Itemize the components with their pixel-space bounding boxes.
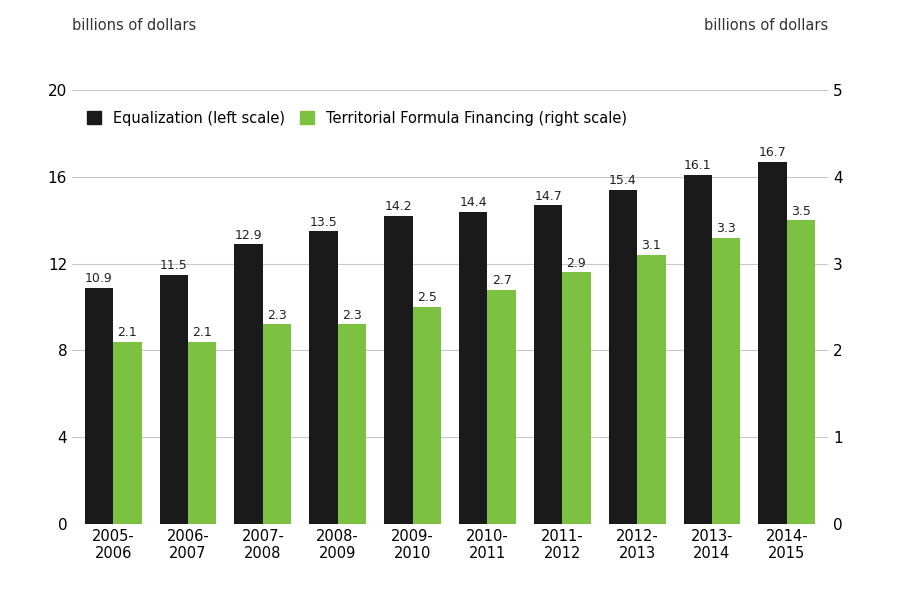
Bar: [234, 244, 263, 524]
Bar: [488, 290, 516, 524]
Text: billions of dollars: billions of dollars: [704, 18, 828, 33]
Text: 3.1: 3.1: [642, 240, 662, 252]
Text: 16.1: 16.1: [684, 159, 712, 172]
Bar: [412, 307, 441, 524]
Text: 15.4: 15.4: [609, 175, 637, 187]
Bar: [637, 255, 666, 524]
Text: 2.1: 2.1: [118, 326, 138, 339]
Bar: [562, 272, 590, 524]
Text: billions of dollars: billions of dollars: [72, 18, 196, 33]
Text: 2.1: 2.1: [193, 326, 212, 339]
Text: 2.3: 2.3: [267, 309, 287, 321]
Text: 2.9: 2.9: [567, 256, 587, 270]
Bar: [263, 324, 292, 524]
Text: 2.7: 2.7: [491, 274, 511, 287]
Text: 14.7: 14.7: [535, 190, 562, 202]
Bar: [338, 324, 366, 524]
Bar: [759, 162, 787, 524]
Text: 10.9: 10.9: [86, 272, 112, 285]
Text: 16.7: 16.7: [759, 146, 787, 159]
Bar: [712, 238, 741, 524]
Text: 12.9: 12.9: [235, 229, 263, 241]
Bar: [384, 216, 412, 524]
Bar: [683, 175, 712, 524]
Text: 2.5: 2.5: [417, 291, 436, 305]
Bar: [85, 288, 113, 524]
Bar: [608, 190, 637, 524]
Bar: [310, 231, 338, 524]
Text: 13.5: 13.5: [310, 216, 338, 229]
Text: 14.2: 14.2: [384, 200, 412, 213]
Bar: [787, 220, 815, 524]
Text: 2.3: 2.3: [342, 309, 362, 321]
Bar: [188, 342, 217, 524]
Text: 3.3: 3.3: [716, 222, 736, 235]
Bar: [159, 275, 188, 524]
Legend: Equalization (left scale), Territorial Formula Financing (right scale): Equalization (left scale), Territorial F…: [87, 111, 627, 126]
Text: 11.5: 11.5: [160, 259, 188, 272]
Bar: [534, 205, 562, 524]
Bar: [113, 342, 141, 524]
Text: 3.5: 3.5: [791, 205, 811, 218]
Bar: [459, 212, 488, 524]
Text: 14.4: 14.4: [459, 196, 487, 209]
